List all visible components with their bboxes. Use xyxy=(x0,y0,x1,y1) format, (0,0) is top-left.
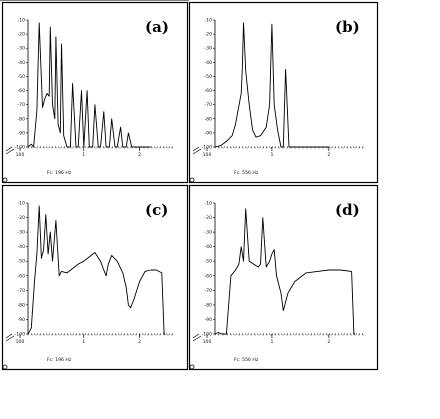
y-tick-label: -10 xyxy=(204,201,212,207)
x-tick-label: 100 xyxy=(203,339,212,345)
status-readout: Fc: 196 Hz xyxy=(47,357,72,363)
y-tick-label: -50 xyxy=(17,259,25,265)
y-tick-label: -60 xyxy=(204,88,212,94)
x-tick-label: 2 xyxy=(327,152,330,158)
chart-panel-3: -10-20-30-40-50-60-70-80-90-10010012Fc: … xyxy=(1,184,189,371)
y-tick-label: -60 xyxy=(17,273,25,279)
cursor-icon xyxy=(5,146,15,155)
panel-frame xyxy=(1,184,189,371)
corner-marker-icon xyxy=(189,177,195,183)
status-readout: Fc: 556 Hz xyxy=(234,170,259,176)
y-tick-label: -60 xyxy=(204,273,212,279)
cursor-icon xyxy=(192,146,202,155)
x-tick-label: 1 xyxy=(82,152,85,158)
x-tick-label: 1 xyxy=(270,152,273,158)
x-tick-label: 100 xyxy=(16,152,25,158)
x-tick-label: 100 xyxy=(16,339,25,345)
panel-label: (b) xyxy=(335,18,360,36)
y-tick-label: -10 xyxy=(17,18,25,24)
y-tick-label: -30 xyxy=(17,230,25,236)
y-tick-label: -90 xyxy=(17,130,25,136)
y-tick-label: -50 xyxy=(17,74,25,80)
corner-marker-icon xyxy=(189,364,195,370)
x-tick-label: 100 xyxy=(203,152,212,158)
y-tick-label: -10 xyxy=(204,18,212,24)
panel-label: (a) xyxy=(145,18,169,36)
x-tick-label: 2 xyxy=(327,339,330,345)
chart-panel-1: -10-20-30-40-50-60-70-80-90-10010012Fc: … xyxy=(1,1,189,184)
chart-panel-4: -10-20-30-40-50-60-70-80-90-10010012Fc: … xyxy=(188,184,379,371)
panel-frame xyxy=(188,1,379,184)
x-tick-label: 2 xyxy=(138,152,141,158)
corner-marker-icon xyxy=(2,364,8,370)
y-tick-label: -40 xyxy=(204,60,212,66)
y-tick-label: -40 xyxy=(204,244,212,250)
y-tick-label: -10 xyxy=(17,201,25,207)
y-tick-label: -20 xyxy=(17,32,25,38)
y-tick-label: -80 xyxy=(17,302,25,308)
panel-label: (d) xyxy=(335,201,360,219)
series-line xyxy=(214,208,355,335)
y-tick-label: -20 xyxy=(17,215,25,221)
x-tick-label: 2 xyxy=(138,339,141,345)
y-tick-label: -90 xyxy=(204,130,212,136)
panel-frame xyxy=(1,1,189,184)
y-tick-label: -60 xyxy=(17,88,25,94)
y-tick-label: -70 xyxy=(204,288,212,294)
series-line xyxy=(27,22,151,148)
panel-label: (c) xyxy=(145,201,168,219)
y-tick-label: -70 xyxy=(17,288,25,294)
x-tick-label: 1 xyxy=(82,339,85,345)
y-tick-label: -30 xyxy=(204,230,212,236)
panel-frame xyxy=(188,184,379,371)
cursor-icon xyxy=(192,333,202,342)
cursor-icon xyxy=(5,333,15,342)
series-line xyxy=(27,205,166,335)
chart-panel-2: -10-20-30-40-50-60-70-80-90-10010012Fc: … xyxy=(188,1,379,184)
y-tick-label: -50 xyxy=(204,259,212,265)
y-tick-label: -30 xyxy=(204,46,212,52)
status-readout: Fc: 556 Hz xyxy=(234,357,259,363)
status-readout: Fc: 196 Hz xyxy=(47,170,72,176)
y-tick-label: -20 xyxy=(204,32,212,38)
y-tick-label: -50 xyxy=(204,74,212,80)
y-tick-label: -70 xyxy=(204,102,212,108)
y-tick-label: -80 xyxy=(204,116,212,122)
corner-marker-icon xyxy=(2,177,8,183)
y-tick-label: -70 xyxy=(17,102,25,108)
y-tick-label: -40 xyxy=(17,244,25,250)
y-tick-label: -80 xyxy=(17,116,25,122)
y-tick-label: -90 xyxy=(204,317,212,323)
series-line xyxy=(214,22,329,148)
x-tick-label: 1 xyxy=(270,339,273,345)
y-tick-label: -90 xyxy=(17,317,25,323)
y-tick-label: -20 xyxy=(204,215,212,221)
y-tick-label: -40 xyxy=(17,60,25,66)
y-tick-label: -30 xyxy=(17,46,25,52)
y-tick-label: -80 xyxy=(204,302,212,308)
